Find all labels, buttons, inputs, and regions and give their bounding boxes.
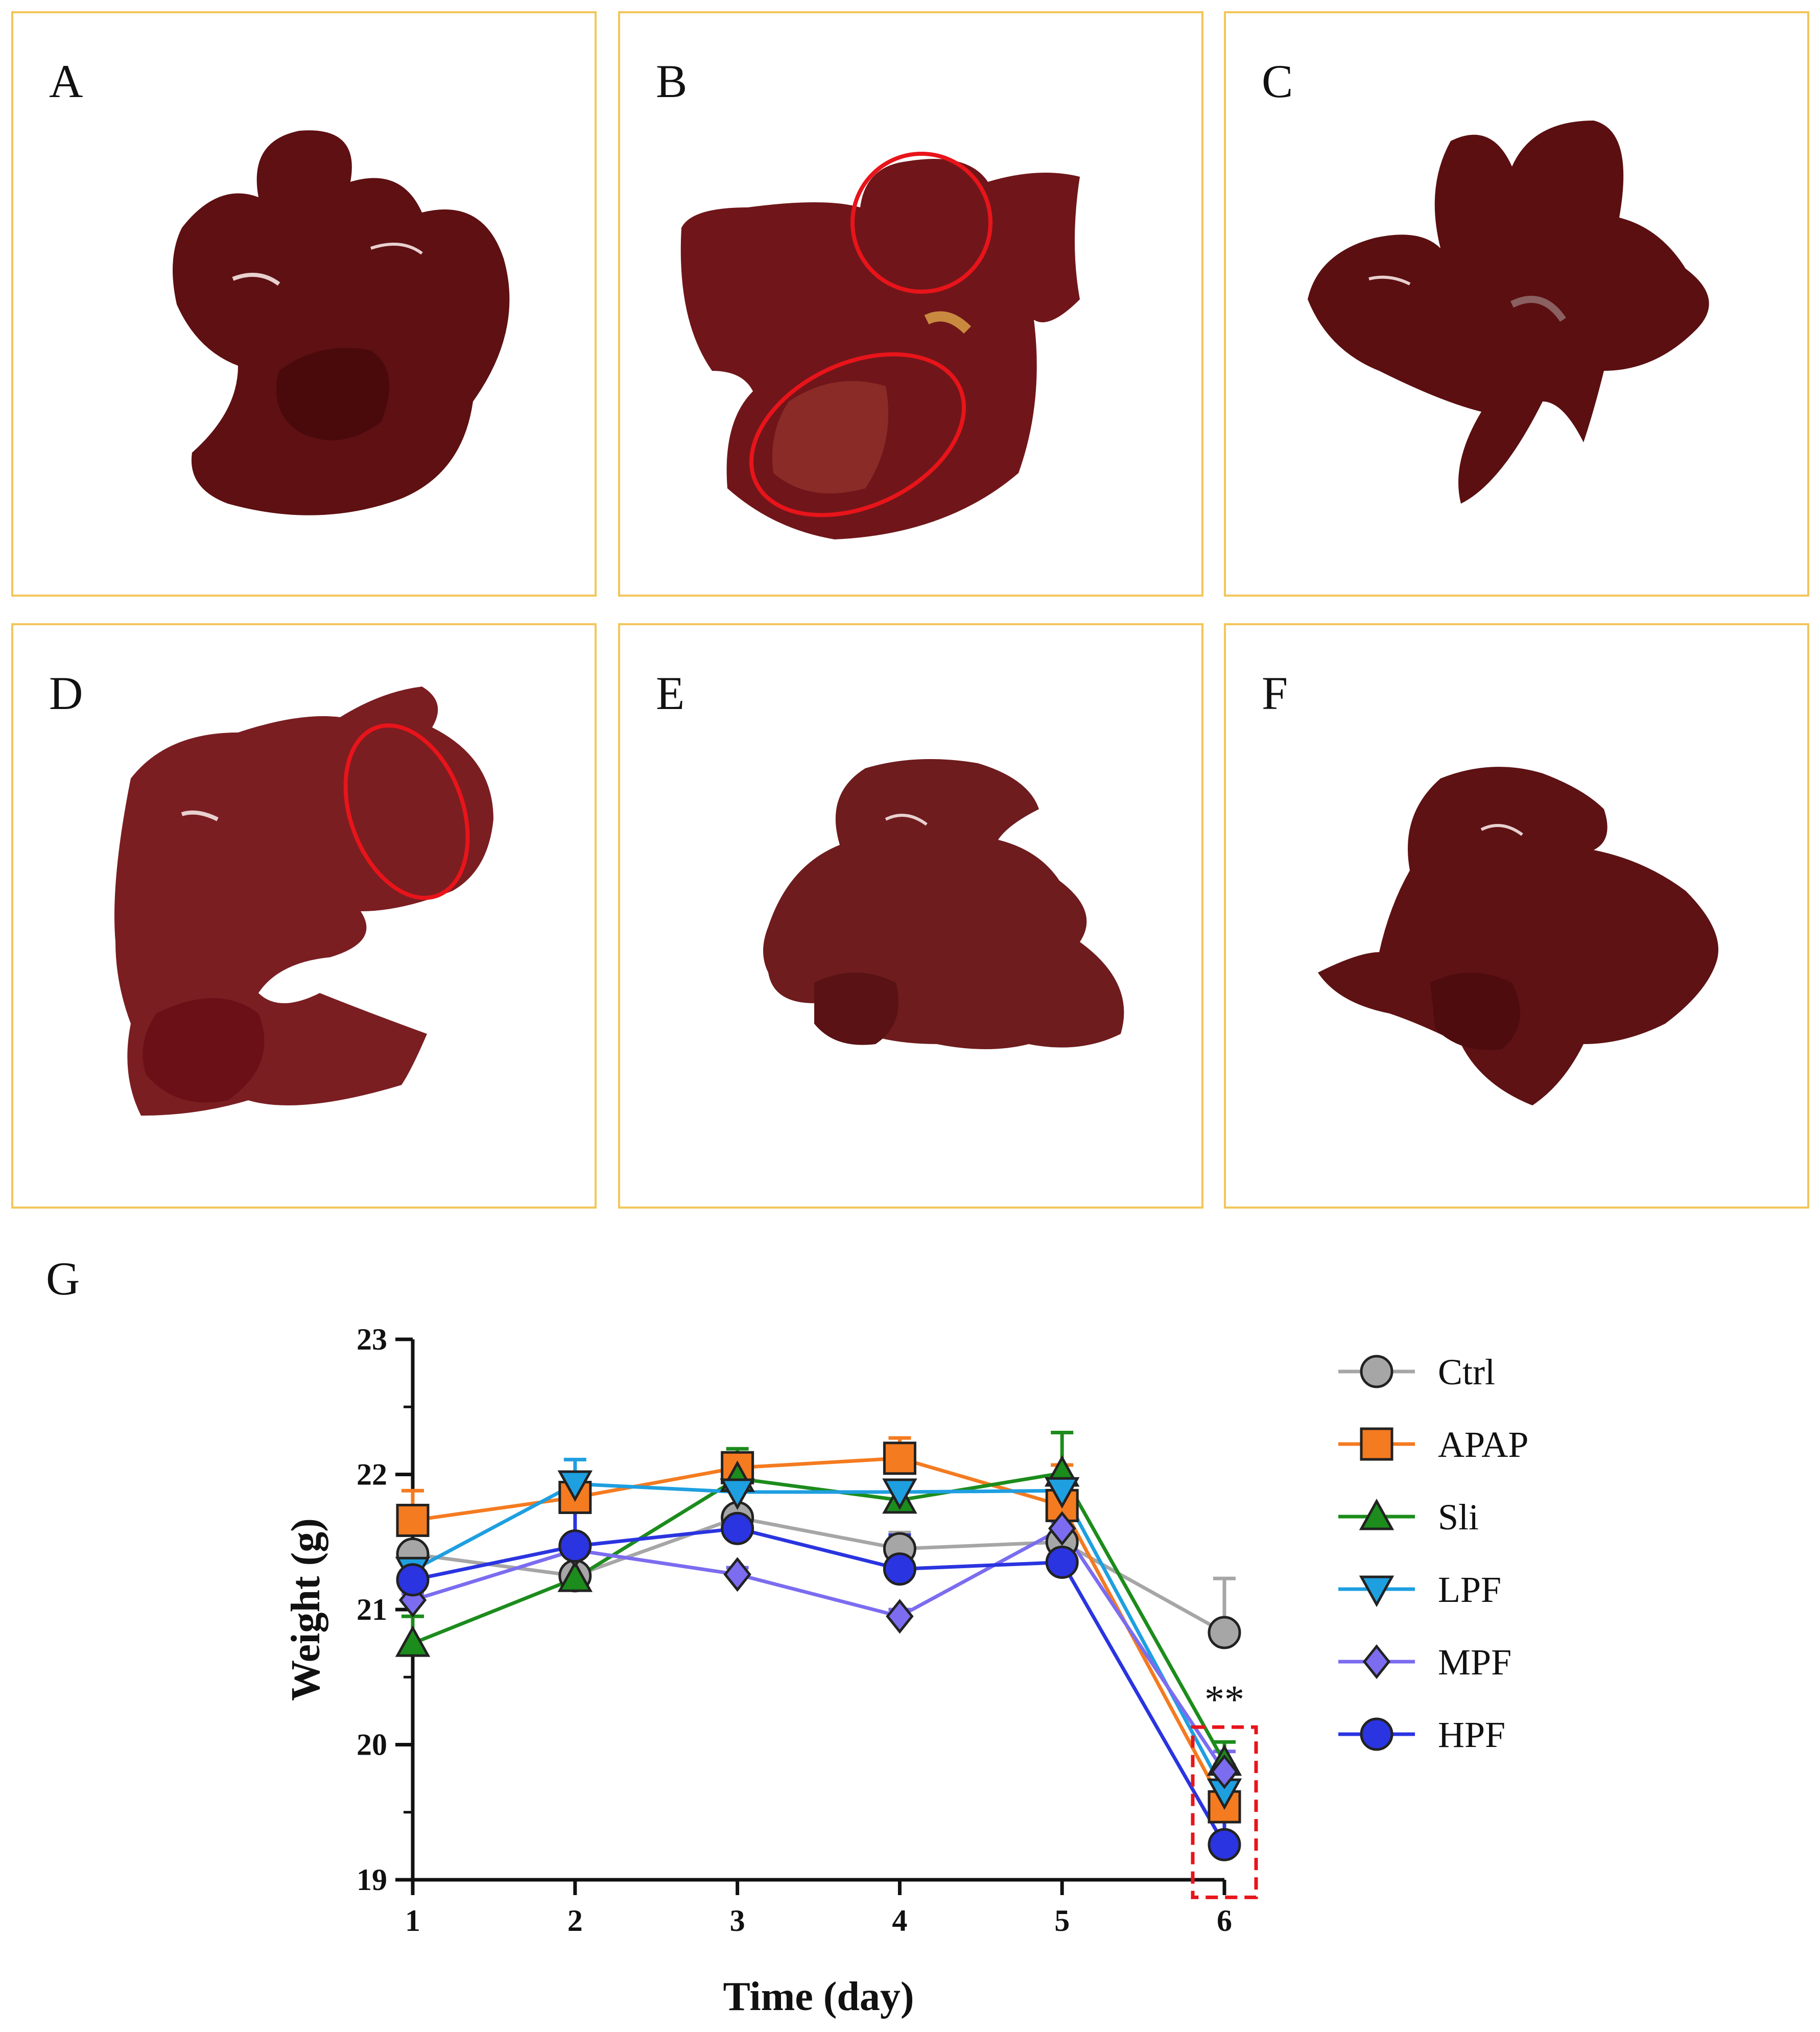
legend-marker-ctrl <box>1360 1355 1393 1388</box>
data-point-hpf <box>1208 1828 1241 1861</box>
data-point-apap <box>883 1442 916 1475</box>
liver-image-f <box>1318 767 1718 1105</box>
legend-marker-sli <box>1359 1498 1394 1530</box>
legend-label-lpf: LPF <box>1438 1569 1501 1610</box>
data-point-mpf <box>886 1599 914 1634</box>
x-tick-label: 2 <box>568 1904 583 1938</box>
series-line-mpf <box>412 1526 1226 1773</box>
data-point-lpf <box>557 1470 593 1502</box>
photo-panel-b: B <box>618 11 1203 597</box>
data-point-mpf <box>1048 1511 1076 1546</box>
y-tick-label: 23 <box>357 1322 387 1356</box>
data-point-mpf <box>1210 1754 1239 1789</box>
data-point-mpf <box>723 1557 751 1592</box>
legend-label-apap: APAP <box>1438 1424 1528 1465</box>
liver-image-e <box>763 759 1124 1049</box>
x-axis-title: Time (day) <box>723 1974 914 2019</box>
data-point-lpf <box>720 1478 755 1510</box>
panel-label: A <box>49 55 83 107</box>
x-tick-label: 5 <box>1054 1904 1070 1938</box>
series-line-apap <box>412 1456 1226 1808</box>
y-tick-label: 21 <box>357 1593 387 1626</box>
panel-label: C <box>1262 55 1293 107</box>
series-markers <box>395 1442 1242 1861</box>
series-line-ctrl <box>412 1516 1225 1635</box>
lesion-circle <box>850 152 992 294</box>
legend-marker-mpf <box>1362 1644 1391 1680</box>
series-line-lpf <box>412 1482 1226 1793</box>
x-tick-label: 6 <box>1217 1904 1232 1938</box>
legend-label-hpf: HPF <box>1438 1714 1505 1755</box>
photo-panel-e: E <box>618 623 1203 1209</box>
photo-panel-a: A <box>11 11 597 597</box>
x-tick-label: 4 <box>892 1904 907 1938</box>
x-tick-label: 3 <box>730 1904 745 1938</box>
x-tick-label: 1 <box>405 1904 420 1938</box>
lesion-circle <box>343 723 470 900</box>
data-point-hpf <box>1045 1545 1079 1579</box>
series-line-sli <box>412 1471 1226 1763</box>
legend-marker-hpf <box>1360 1717 1393 1751</box>
photo-panel-c: C <box>1224 11 1809 597</box>
data-point-sli <box>557 1561 593 1592</box>
panel-label: E <box>656 667 685 719</box>
data-point-apap <box>396 1503 430 1537</box>
liver-image-a <box>173 130 510 515</box>
legend-marker-lpf <box>1359 1575 1394 1608</box>
panel-label: D <box>49 667 83 719</box>
legend-label-mpf: MPF <box>1438 1642 1511 1683</box>
data-point-ctrl <box>1208 1616 1241 1649</box>
series-lines <box>412 1456 1226 1846</box>
series-line-hpf <box>412 1526 1226 1846</box>
data-point-hpf <box>721 1511 754 1545</box>
legend-label-ctrl: Ctrl <box>1438 1352 1495 1392</box>
data-point-hpf <box>558 1529 592 1563</box>
photo-panel-f: F <box>1224 623 1809 1209</box>
photo-panel-d: D <box>11 623 597 1209</box>
liver-image-c <box>1308 121 1709 504</box>
panel-label: F <box>1262 667 1288 719</box>
data-point-lpf <box>1044 1477 1080 1509</box>
data-point-lpf <box>882 1478 917 1510</box>
liver-image-d <box>114 687 493 1116</box>
highlight-box <box>1191 1725 1258 1899</box>
chart-legend: Ctrl APAP Sli LPF MPF HPF <box>1338 1352 1528 1755</box>
panel-label-g: G <box>46 1253 80 1305</box>
y-tick-label: 22 <box>357 1458 387 1492</box>
error-bars <box>401 1431 1236 1845</box>
data-point-sli <box>395 1625 431 1657</box>
data-point-hpf <box>883 1552 916 1586</box>
y-tick-label: 20 <box>357 1728 387 1762</box>
significance-marker: ** <box>1204 1677 1244 1721</box>
panel-label: B <box>656 55 688 107</box>
liver-image-b <box>680 152 1080 539</box>
lesion-circle <box>749 352 966 517</box>
y-tick-label: 19 <box>357 1863 387 1897</box>
data-point-hpf <box>396 1563 430 1597</box>
y-axis-title: Weight (g) <box>283 1518 328 1701</box>
legend-marker-apap <box>1360 1427 1393 1461</box>
significance-annotation: ** <box>1191 1677 1258 1899</box>
legend-label-sli: Sli <box>1438 1497 1479 1538</box>
